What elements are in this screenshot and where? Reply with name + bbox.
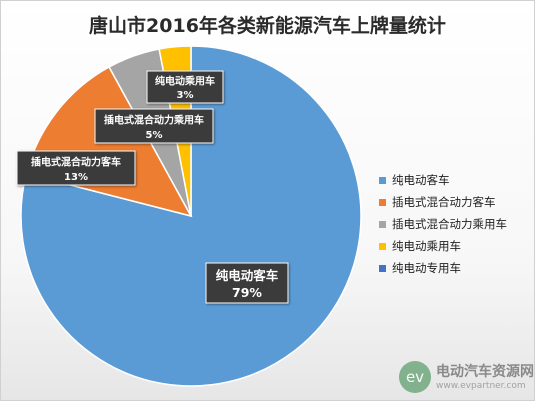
watermark-name: 电动汽车资源网 <box>436 364 534 380</box>
legend-label: 纯电动乘用车 <box>392 239 461 253</box>
legend-swatch <box>379 242 386 250</box>
legend-label: 插电式混合动力客车 <box>392 195 496 209</box>
legend-swatch <box>379 176 386 184</box>
legend-item: 纯电动客车 <box>379 169 507 191</box>
chart-title: 唐山市2016年各类新能源汽车上牌量统计 <box>89 15 446 37</box>
watermark-url: www.evpartner.com <box>436 381 526 391</box>
legend-item: 纯电动乘用车 <box>379 235 507 257</box>
legend-swatch <box>379 220 386 228</box>
watermark: ev 电动汽车资源网 www.evpartner.com <box>399 359 534 395</box>
legend-swatch <box>379 264 386 272</box>
legend-item: 插电式混合动力乘用车 <box>379 213 507 235</box>
chart-legend: 纯电动客车插电式混合动力客车 插电式混合动力乘用车 纯电动乘用车 纯电动专用车 <box>379 169 507 279</box>
legend-label: 纯电动专用车 <box>392 261 461 275</box>
legend-item: 插电式混合动力客车 <box>379 191 507 213</box>
legend-item: 纯电动专用车 <box>379 257 507 279</box>
watermark-logo: ev <box>399 361 431 393</box>
legend-label: 纯电动客车 <box>392 173 450 187</box>
legend-swatch <box>379 198 386 206</box>
legend-label: 插电式混合动力乘用车 <box>392 217 507 231</box>
